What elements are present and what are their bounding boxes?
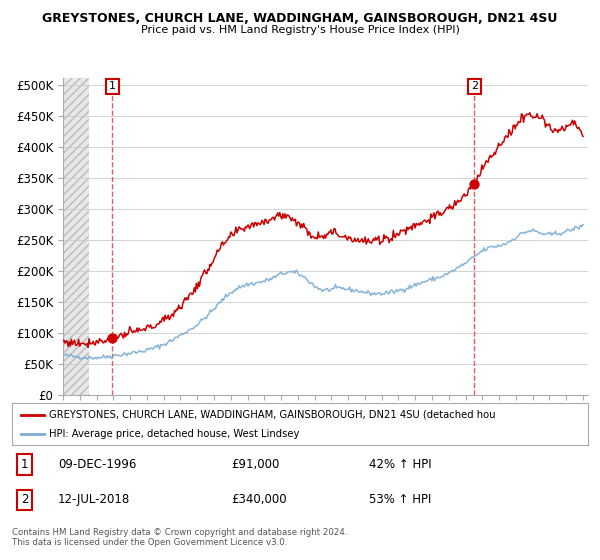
Text: GREYSTONES, CHURCH LANE, WADDINGHAM, GAINSBOROUGH, DN21 4SU (detached hou: GREYSTONES, CHURCH LANE, WADDINGHAM, GAI… — [49, 409, 496, 419]
Text: 1: 1 — [20, 458, 28, 471]
Text: £91,000: £91,000 — [231, 458, 279, 471]
Text: 09-DEC-1996: 09-DEC-1996 — [58, 458, 136, 471]
Text: 1: 1 — [109, 81, 116, 91]
Text: 2: 2 — [20, 493, 28, 506]
Text: 53% ↑ HPI: 53% ↑ HPI — [369, 493, 431, 506]
Text: HPI: Average price, detached house, West Lindsey: HPI: Average price, detached house, West… — [49, 429, 300, 439]
Text: Price paid vs. HM Land Registry's House Price Index (HPI): Price paid vs. HM Land Registry's House … — [140, 25, 460, 35]
Text: 42% ↑ HPI: 42% ↑ HPI — [369, 458, 432, 471]
Point — [470, 179, 479, 188]
Point — [107, 334, 117, 343]
Text: £340,000: £340,000 — [231, 493, 287, 506]
Text: 12-JUL-2018: 12-JUL-2018 — [58, 493, 130, 506]
Bar — [63, 78, 89, 395]
Text: GREYSTONES, CHURCH LANE, WADDINGHAM, GAINSBOROUGH, DN21 4SU: GREYSTONES, CHURCH LANE, WADDINGHAM, GAI… — [43, 12, 557, 25]
Text: 2: 2 — [471, 81, 478, 91]
Text: Contains HM Land Registry data © Crown copyright and database right 2024.
This d: Contains HM Land Registry data © Crown c… — [12, 528, 347, 547]
